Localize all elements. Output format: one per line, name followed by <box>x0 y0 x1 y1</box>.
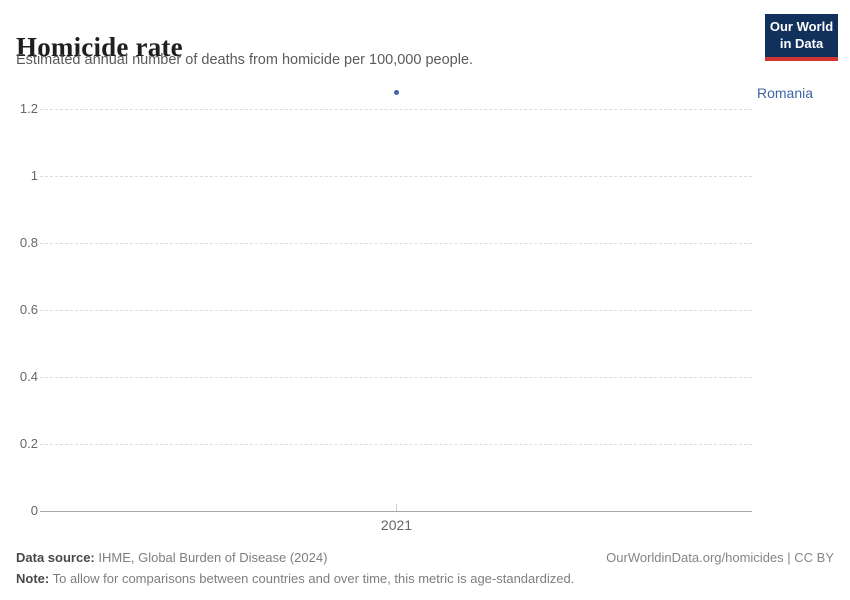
y-gridline <box>40 176 752 177</box>
y-tick-label: 0.2 <box>19 436 38 451</box>
chart-footer: Data source: IHME, Global Burden of Dise… <box>16 547 834 589</box>
y-tick-label: 0.4 <box>19 369 38 384</box>
owid-logo[interactable]: Our World in Data <box>765 14 838 61</box>
y-tick-label: 0.6 <box>19 302 38 317</box>
note-label: Note: <box>16 571 50 586</box>
data-source-text: IHME, Global Burden of Disease (2024) <box>94 550 328 565</box>
owid-logo-line1: Our World <box>769 19 834 34</box>
y-tick-label: 0 <box>30 503 38 518</box>
chart-subtitle: Estimated annual number of deaths from h… <box>16 52 474 68</box>
x-tick-mark <box>396 504 397 511</box>
data-source-label: Data source: <box>16 550 95 565</box>
y-tick-label: 1.2 <box>19 101 38 116</box>
y-tick-label: 0.8 <box>19 235 38 250</box>
y-gridline <box>40 377 752 378</box>
x-axis-line <box>40 511 752 512</box>
note-text: To allow for comparisons between countri… <box>49 571 575 586</box>
data-point-romania[interactable] <box>394 89 399 95</box>
y-tick-label: 1 <box>30 168 38 183</box>
y-gridline <box>40 310 752 311</box>
y-gridline <box>40 444 752 445</box>
series-label-romania[interactable]: Romania <box>757 85 814 101</box>
y-gridline <box>40 243 752 244</box>
owid-url-link[interactable]: OurWorldinData.org/homicides | CC BY <box>606 550 834 565</box>
data-source-line: Data source: IHME, Global Burden of Dise… <box>16 547 834 568</box>
y-gridline <box>40 109 752 110</box>
note-line: Note: To allow for comparisons between c… <box>16 568 834 589</box>
owid-logo-line2: in Data <box>779 35 824 51</box>
x-tick-label: 2021 <box>380 517 413 533</box>
page-title: Homicide rate <box>16 32 183 63</box>
